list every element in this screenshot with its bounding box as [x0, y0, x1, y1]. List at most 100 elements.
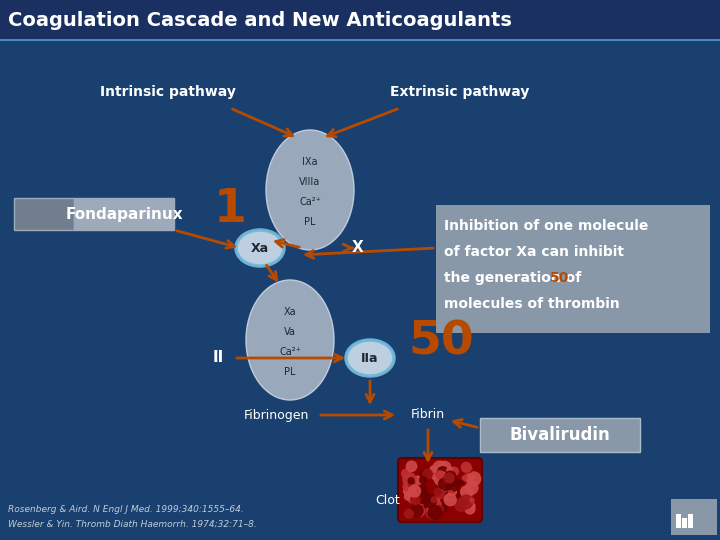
- Circle shape: [408, 481, 413, 486]
- FancyBboxPatch shape: [671, 499, 717, 535]
- Circle shape: [462, 462, 471, 472]
- Circle shape: [464, 474, 472, 482]
- Ellipse shape: [236, 230, 284, 266]
- Text: 50: 50: [408, 320, 474, 365]
- Circle shape: [420, 477, 427, 484]
- Ellipse shape: [266, 130, 354, 250]
- Text: Fibrin: Fibrin: [411, 408, 445, 422]
- FancyBboxPatch shape: [676, 514, 681, 528]
- Ellipse shape: [346, 340, 394, 376]
- Circle shape: [459, 480, 464, 485]
- Circle shape: [418, 491, 430, 504]
- Circle shape: [449, 490, 462, 503]
- Circle shape: [450, 467, 459, 476]
- FancyBboxPatch shape: [14, 198, 74, 230]
- FancyBboxPatch shape: [682, 518, 687, 528]
- Circle shape: [414, 498, 423, 507]
- Circle shape: [432, 474, 437, 480]
- Circle shape: [466, 489, 474, 497]
- Circle shape: [420, 487, 427, 494]
- Circle shape: [436, 487, 449, 501]
- Circle shape: [408, 481, 415, 487]
- Circle shape: [446, 478, 459, 491]
- Ellipse shape: [246, 280, 334, 400]
- Circle shape: [444, 473, 454, 483]
- Circle shape: [427, 506, 433, 513]
- Text: Bivalirudin: Bivalirudin: [510, 426, 611, 444]
- Circle shape: [417, 485, 426, 495]
- Circle shape: [405, 509, 413, 518]
- Circle shape: [444, 485, 449, 490]
- Circle shape: [447, 467, 452, 473]
- Circle shape: [415, 507, 425, 516]
- Circle shape: [428, 499, 441, 511]
- Circle shape: [437, 467, 449, 479]
- Text: X: X: [352, 240, 364, 255]
- Circle shape: [466, 467, 472, 472]
- Circle shape: [431, 497, 436, 502]
- Circle shape: [469, 475, 474, 480]
- Circle shape: [440, 498, 449, 508]
- Text: VIIIa: VIIIa: [300, 177, 320, 187]
- Circle shape: [436, 471, 444, 478]
- Text: Ca²⁺: Ca²⁺: [299, 197, 321, 207]
- Circle shape: [420, 471, 426, 477]
- Text: Rosenberg & Aird. N Engl J Med. 1999;340:1555–64.: Rosenberg & Aird. N Engl J Med. 1999;340…: [8, 505, 244, 515]
- Circle shape: [444, 492, 454, 501]
- Circle shape: [403, 473, 416, 486]
- Circle shape: [446, 480, 451, 484]
- Text: 50: 50: [550, 271, 570, 285]
- Circle shape: [441, 505, 447, 511]
- Circle shape: [411, 504, 423, 517]
- Text: Clot: Clot: [375, 494, 400, 507]
- Circle shape: [430, 466, 437, 472]
- Text: PL: PL: [284, 367, 296, 377]
- FancyBboxPatch shape: [74, 198, 174, 230]
- Circle shape: [426, 507, 438, 519]
- Circle shape: [423, 494, 436, 508]
- Circle shape: [448, 487, 456, 496]
- Circle shape: [436, 489, 445, 498]
- Text: Xa: Xa: [284, 307, 297, 317]
- Text: Va: Va: [284, 327, 296, 337]
- Circle shape: [410, 495, 420, 505]
- Circle shape: [403, 482, 411, 490]
- Text: the generation of: the generation of: [444, 271, 586, 285]
- Circle shape: [444, 496, 449, 501]
- Text: Extrinsic pathway: Extrinsic pathway: [390, 85, 530, 99]
- Circle shape: [406, 461, 417, 471]
- Circle shape: [434, 471, 448, 485]
- Text: PL: PL: [305, 217, 316, 227]
- Circle shape: [462, 476, 467, 480]
- Circle shape: [409, 485, 420, 497]
- Text: of factor Xa can inhibit: of factor Xa can inhibit: [444, 245, 624, 259]
- Circle shape: [459, 495, 473, 509]
- Circle shape: [428, 509, 436, 517]
- Circle shape: [402, 469, 411, 478]
- Circle shape: [455, 498, 467, 511]
- Circle shape: [423, 469, 432, 479]
- Text: molecules of thrombin: molecules of thrombin: [444, 297, 620, 311]
- Text: Inhibition of one molecule: Inhibition of one molecule: [444, 219, 649, 233]
- Circle shape: [461, 486, 473, 498]
- FancyBboxPatch shape: [436, 205, 710, 333]
- Circle shape: [426, 506, 437, 517]
- Circle shape: [465, 504, 475, 514]
- Circle shape: [459, 489, 470, 501]
- Circle shape: [469, 498, 474, 503]
- Circle shape: [467, 472, 481, 485]
- Circle shape: [404, 487, 412, 495]
- Circle shape: [411, 485, 422, 496]
- Circle shape: [405, 478, 413, 485]
- Text: IXa: IXa: [302, 157, 318, 167]
- Text: Wessler & Yin. Thromb Diath Haemorrh. 1974;32:71–8.: Wessler & Yin. Thromb Diath Haemorrh. 19…: [8, 519, 257, 529]
- Circle shape: [410, 485, 416, 491]
- Circle shape: [445, 471, 456, 482]
- Circle shape: [413, 494, 426, 506]
- Circle shape: [438, 477, 452, 490]
- Circle shape: [438, 461, 451, 474]
- FancyBboxPatch shape: [480, 418, 640, 452]
- Text: Xa: Xa: [251, 241, 269, 254]
- Circle shape: [408, 495, 417, 503]
- Circle shape: [465, 482, 478, 494]
